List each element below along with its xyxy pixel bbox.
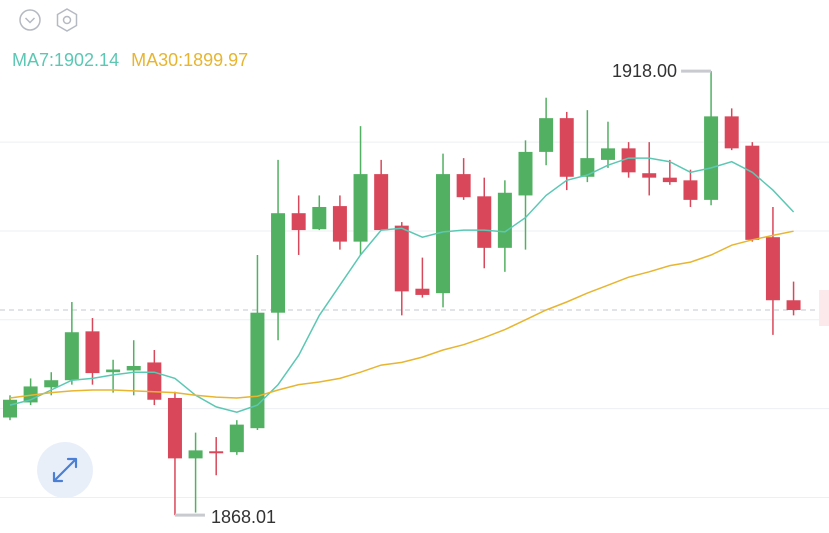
candle-body	[394, 225, 409, 292]
candle-body	[291, 213, 306, 231]
legend: MA7:1902.14 MA30:1899.97	[12, 50, 248, 70]
candle-body	[745, 145, 760, 240]
candle-body	[85, 331, 100, 374]
candle-body	[662, 177, 677, 183]
collapse-button[interactable]	[19, 9, 41, 31]
candle-body	[704, 116, 719, 200]
settings-button[interactable]	[56, 8, 78, 32]
low-label: 1868.01	[211, 507, 276, 527]
candle-body	[250, 312, 265, 429]
candle-body	[271, 213, 286, 313]
candle-body	[332, 206, 347, 242]
ma-line	[9, 230, 794, 399]
candle-body	[229, 424, 244, 453]
candle-body	[497, 192, 512, 248]
settings-dot	[62, 15, 72, 25]
expand-icon	[52, 457, 78, 483]
expand-button[interactable]	[37, 442, 93, 498]
candle-body	[106, 369, 121, 373]
price-tag	[819, 290, 829, 326]
candle-body	[786, 300, 801, 311]
candle-body	[147, 362, 162, 400]
collapse-icon	[19, 9, 41, 31]
candle-body	[477, 196, 492, 248]
candle-body	[642, 173, 657, 178]
candle-body	[621, 148, 636, 173]
candle-body	[559, 118, 574, 177]
candle-body	[456, 174, 471, 198]
candle-body	[580, 158, 595, 177]
candle-body	[765, 237, 780, 301]
candle-body	[539, 118, 554, 152]
candle-body	[209, 451, 224, 454]
candle-body	[374, 174, 389, 231]
candle-body	[188, 450, 203, 459]
candle-body	[724, 116, 739, 149]
candle-body	[126, 365, 141, 371]
high-label: 1918.00	[612, 61, 677, 81]
ma-line	[9, 157, 795, 413]
candle-body	[312, 206, 327, 230]
candle-body	[600, 148, 615, 160]
legend-entry: MA7:1902.14	[12, 50, 119, 70]
candle-body	[436, 174, 451, 294]
candle-body	[167, 397, 182, 459]
plot: 1918.00 1868.01	[0, 61, 829, 527]
candle-body	[64, 332, 79, 381]
candle-body	[3, 399, 17, 418]
candle-body	[683, 180, 698, 200]
candle-body	[44, 380, 59, 388]
legend-entry: MA30:1899.97	[131, 50, 248, 70]
chevron	[24, 17, 36, 24]
candle-body	[518, 151, 533, 196]
settings-icon	[56, 8, 78, 32]
candle-body	[415, 288, 430, 295]
candle-body	[353, 174, 368, 242]
